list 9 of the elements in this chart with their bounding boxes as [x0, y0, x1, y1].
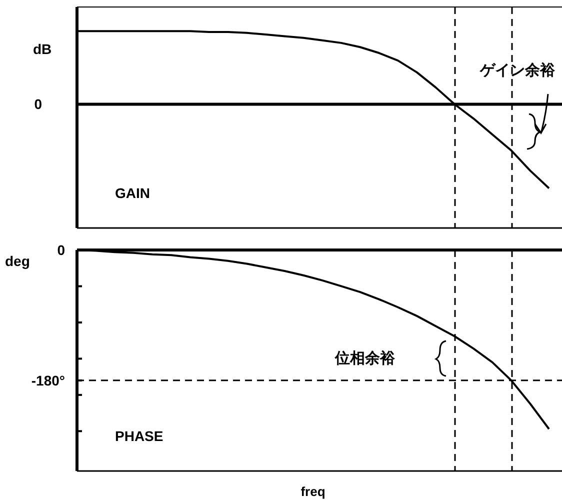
x-axis-title: freq — [300, 484, 326, 499]
y-tick-label: -180° — [31, 372, 65, 388]
text: GAIN — [115, 185, 150, 201]
annotation: ゲイン余裕 — [479, 62, 556, 79]
annotation: 位相余裕 — [334, 350, 396, 367]
y-axis-title: deg — [5, 253, 30, 269]
y-axis-title: dB — [33, 41, 52, 57]
text: PHASE — [115, 428, 164, 444]
text: 0 — [34, 96, 42, 112]
